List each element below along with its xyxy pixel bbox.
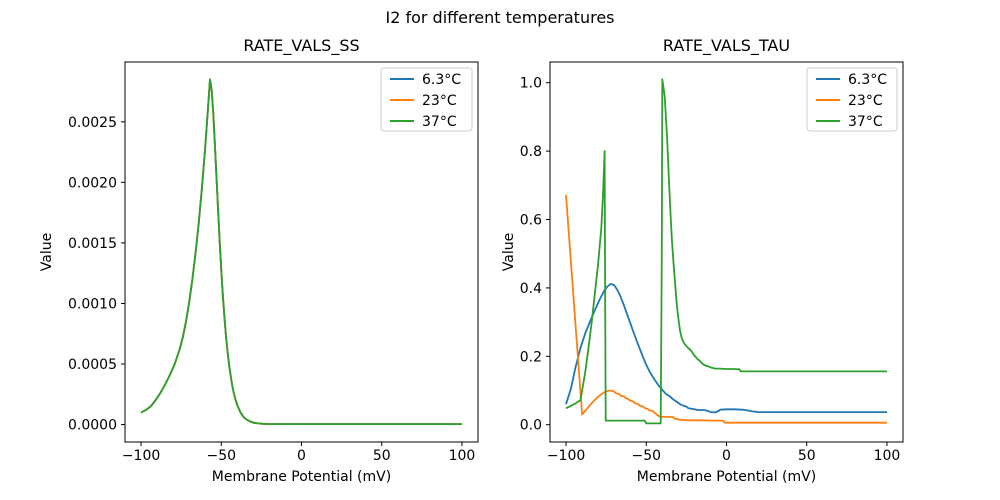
ss-y-axis-label: Value xyxy=(39,232,55,272)
y-tick-label: 0.0015 xyxy=(68,236,117,252)
y-tick-label: 0.4 xyxy=(520,281,542,297)
y-tick-label: 0.6 xyxy=(520,213,542,229)
x-tick-label: 50 xyxy=(373,448,391,464)
legend-label: 37°C xyxy=(848,114,883,130)
y-tick-label: 0.0010 xyxy=(68,296,117,312)
legend-label: 6.3°C xyxy=(422,72,461,88)
legend-box xyxy=(806,67,898,132)
y-tick-label: 1.0 xyxy=(520,76,542,92)
ss-x-axis-label: Membrane Potential (mV) xyxy=(211,469,392,485)
tau-chart-canvas: −100 −50 0 50 100 0.0 0.2 0.4 0.6 0.8 1.0 6.3°C 23°C… xyxy=(520,61,904,464)
legend-label: 37°C xyxy=(422,114,457,130)
figure-suptitle: I2 for different temperatures xyxy=(385,8,615,27)
tau-chart-title: RATE_VALS_TAU xyxy=(662,36,791,55)
ss-chart-title: RATE_VALS_SS xyxy=(243,36,360,55)
legend-label: 23°C xyxy=(422,93,457,109)
series-line-6.3°C xyxy=(565,282,887,414)
ss-chart-canvas: −100 −50 0 50 100 0.0000 0.0005 0.0010 0.0015 0.0… xyxy=(68,61,479,464)
x-tick-label: −100 xyxy=(122,448,160,464)
x-tick-label: −100 xyxy=(547,448,585,464)
series-line-37°C xyxy=(140,78,462,426)
y-tick-label: 0.0020 xyxy=(68,175,117,191)
legend-box xyxy=(380,67,473,132)
y-tick-label: 0.8 xyxy=(520,144,542,160)
x-tick-label: 100 xyxy=(449,448,476,464)
y-tick-label: 0.0005 xyxy=(68,357,117,373)
y-tick-label: 0.0 xyxy=(520,418,542,434)
tau-x-axis-label: Membrane Potential (mV) xyxy=(636,469,817,485)
legend-label: 23°C xyxy=(848,93,883,109)
y-tick-label: 0.0025 xyxy=(68,115,117,131)
x-tick-label: 100 xyxy=(874,448,901,464)
legend-label: 6.3°C xyxy=(848,72,887,88)
x-tick-label: −50 xyxy=(631,448,661,464)
series-line-37°C xyxy=(565,78,887,425)
tau-y-axis-label: Value xyxy=(501,232,517,272)
x-tick-label: −50 xyxy=(206,448,236,464)
y-tick-label: 0.2 xyxy=(520,349,542,365)
series-line-23°C xyxy=(565,194,887,424)
x-tick-label: 50 xyxy=(798,448,816,464)
y-tick-label: 0.0000 xyxy=(68,418,117,434)
x-tick-label: 0 xyxy=(722,448,731,464)
x-tick-label: 0 xyxy=(297,448,306,464)
